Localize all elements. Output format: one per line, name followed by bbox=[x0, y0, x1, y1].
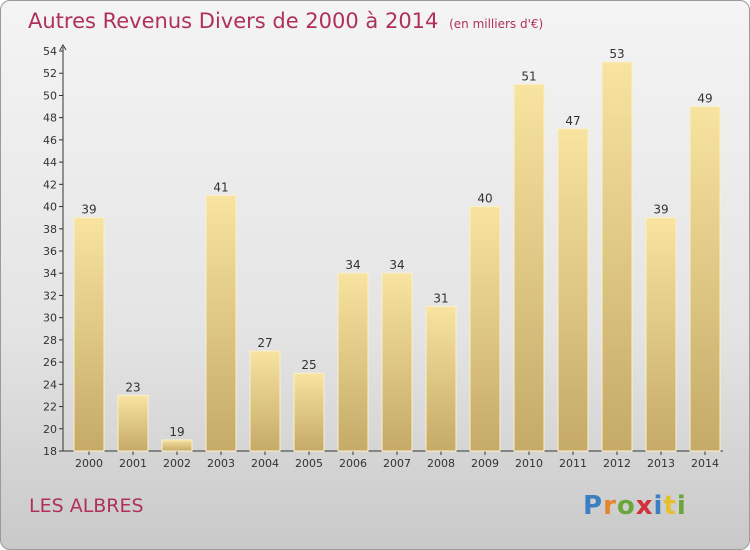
y-tick-label: 36 bbox=[43, 245, 57, 258]
x-tick-label: 2008 bbox=[427, 457, 455, 470]
bar bbox=[557, 128, 589, 452]
y-tick-label: 18 bbox=[43, 445, 57, 458]
data-label: 40 bbox=[477, 192, 492, 206]
x-tick-label: 2000 bbox=[75, 457, 103, 470]
y-tick-label: 34 bbox=[43, 267, 57, 280]
x-tick-label: 2014 bbox=[691, 457, 719, 470]
data-label: 19 bbox=[169, 425, 184, 439]
y-tick-label: 54 bbox=[43, 45, 57, 58]
data-label: 49 bbox=[697, 92, 712, 106]
bar bbox=[425, 306, 457, 452]
x-tick-label: 2005 bbox=[295, 457, 323, 470]
y-tick-label: 44 bbox=[43, 156, 57, 169]
bar bbox=[205, 194, 237, 452]
x-tick-label: 2002 bbox=[163, 457, 191, 470]
data-label: 47 bbox=[565, 114, 580, 128]
data-label: 25 bbox=[301, 358, 316, 372]
chart-title: Autres Revenus Divers de 2000 à 2014 (en… bbox=[28, 9, 543, 33]
data-label: 27 bbox=[257, 336, 272, 350]
bar bbox=[469, 206, 501, 452]
x-tick-label: 2011 bbox=[559, 457, 587, 470]
y-tick-label: 26 bbox=[43, 356, 57, 369]
y-axis-arrow bbox=[59, 44, 67, 51]
bar bbox=[293, 372, 325, 452]
bars bbox=[73, 61, 721, 452]
x-tick-label: 2001 bbox=[119, 457, 147, 470]
data-label: 34 bbox=[345, 258, 360, 272]
y-tick-label: 24 bbox=[43, 378, 57, 391]
bar bbox=[249, 350, 281, 452]
axes: 18 20 22 24 26 28 30 32 34 36 38 40 42 44 46 48 50 52 54 20… bbox=[43, 44, 723, 470]
y-tick-label: 22 bbox=[43, 401, 57, 414]
y-tick-label: 30 bbox=[43, 312, 57, 325]
data-label: 53 bbox=[609, 47, 624, 61]
x-tick-label: 2007 bbox=[383, 457, 411, 470]
y-tick-label: 32 bbox=[43, 289, 57, 302]
data-label: 39 bbox=[653, 203, 668, 217]
data-label: 51 bbox=[521, 69, 536, 83]
y-tick-label: 38 bbox=[43, 223, 57, 236]
proxiti-logo: Proxiti bbox=[583, 491, 687, 521]
location-label: LES ALBRES bbox=[29, 495, 144, 517]
bar bbox=[689, 106, 721, 452]
bar bbox=[161, 439, 193, 452]
data-label: 41 bbox=[213, 180, 228, 194]
chart-title-unit: (en milliers d'€) bbox=[449, 17, 544, 31]
data-labels: 39 23 19 41 27 25 34 34 31 40 51 47 53 39 49 bbox=[81, 47, 712, 439]
bar bbox=[513, 83, 545, 452]
bar bbox=[645, 217, 677, 452]
data-label: 31 bbox=[433, 292, 448, 306]
y-tick-label: 48 bbox=[43, 112, 57, 125]
data-label: 23 bbox=[125, 380, 140, 394]
bar bbox=[601, 61, 633, 452]
y-tick-label: 20 bbox=[43, 423, 57, 436]
y-tick-label: 50 bbox=[43, 89, 57, 102]
bar bbox=[381, 272, 413, 452]
x-tick-label: 2010 bbox=[515, 457, 543, 470]
y-tick-label: 42 bbox=[43, 178, 57, 191]
x-tick-label: 2012 bbox=[603, 457, 631, 470]
data-label: 34 bbox=[389, 258, 404, 272]
y-tick-label: 28 bbox=[43, 334, 57, 347]
x-tick-label: 2006 bbox=[339, 457, 367, 470]
y-tick-label: 40 bbox=[43, 201, 57, 214]
x-tick-label: 2013 bbox=[647, 457, 675, 470]
chart-title-text: Autres Revenus Divers de 2000 à 2014 bbox=[28, 9, 439, 33]
y-tick-label: 46 bbox=[43, 134, 57, 147]
bar bbox=[73, 217, 105, 452]
bar bbox=[117, 394, 149, 452]
x-tick-label: 2004 bbox=[251, 457, 279, 470]
y-tick-label: 52 bbox=[43, 67, 57, 80]
data-label: 39 bbox=[81, 203, 96, 217]
bar bbox=[337, 272, 369, 452]
x-tick-label: 2003 bbox=[207, 457, 235, 470]
x-tick-label: 2009 bbox=[471, 457, 499, 470]
